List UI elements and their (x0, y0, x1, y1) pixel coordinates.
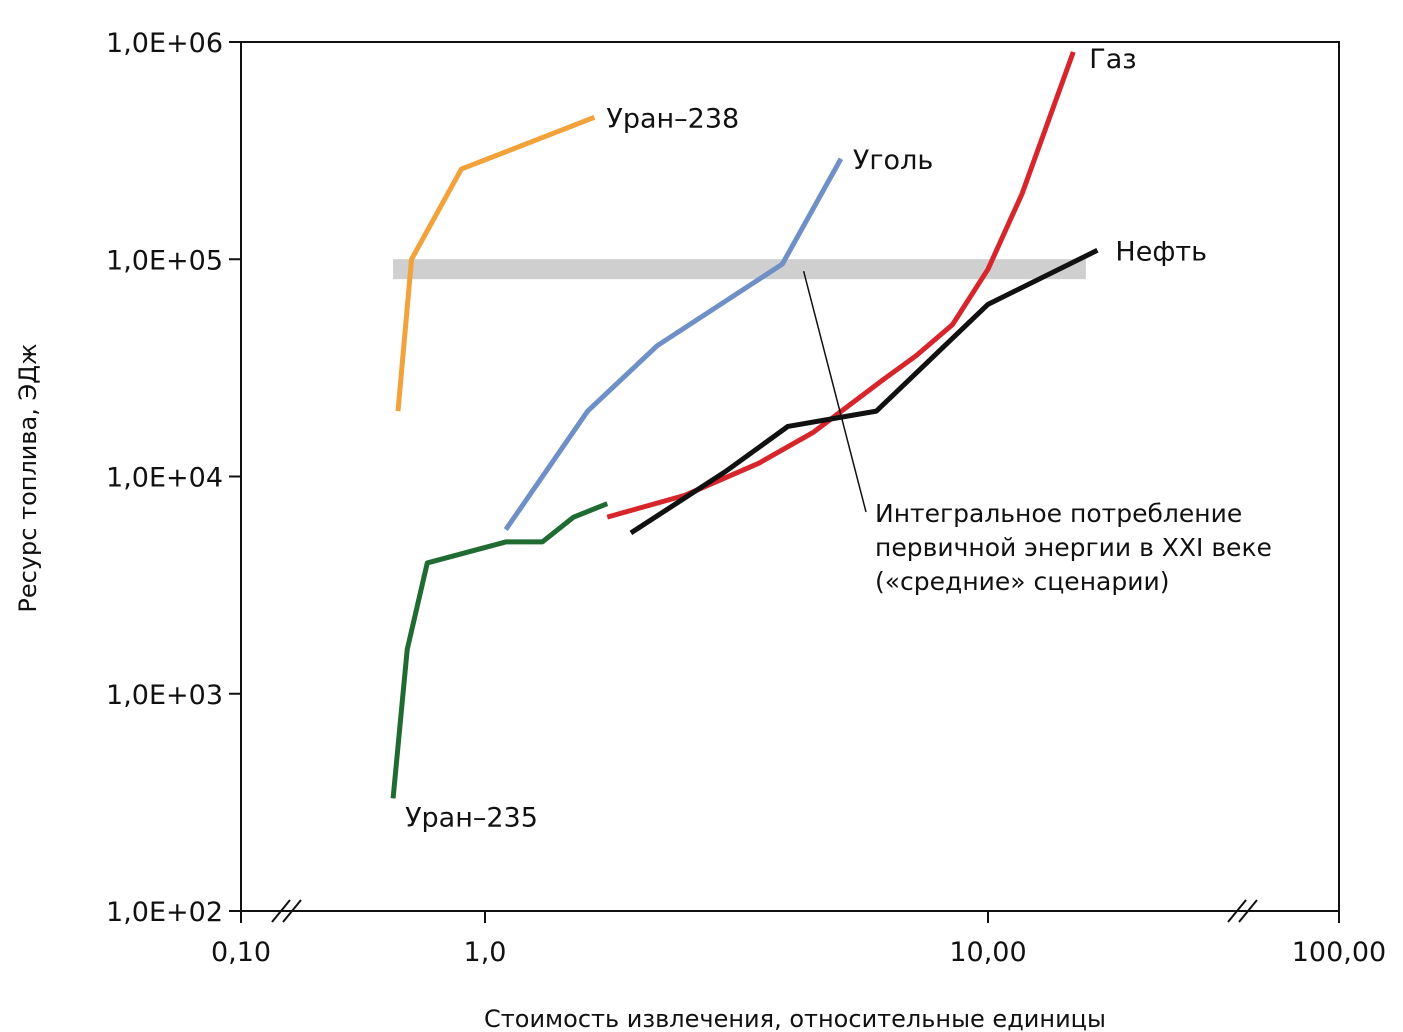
y-tick-label: 1,0E+03 (106, 680, 223, 711)
y-tick-label: 1,0E+06 (106, 28, 223, 59)
x-axis-ticks: 0,10 1,0 10,00 100,00 (211, 911, 1386, 968)
annotation-line-1: Интегральное потребление (875, 499, 1242, 528)
annotation-line-2: первичной энергии в XXI веке (875, 533, 1272, 562)
annotation-pointer (802, 271, 867, 513)
series-label-1: Уголь (853, 145, 933, 176)
y-tick-label: 1,0E+04 (106, 463, 223, 494)
series-line-2 (390, 501, 609, 799)
x-tick-label: 0,10 (211, 937, 271, 968)
series-label-2: Уран–235 (405, 802, 538, 833)
consumption-band (393, 259, 1086, 280)
series-labels: Уран–238 Уголь Уран–235 Газ Нефть (405, 44, 1207, 833)
series-label-0: Уран–238 (606, 103, 739, 134)
x-axis-break-right (1227, 899, 1258, 923)
x-tick-label: 1,0 (464, 937, 507, 968)
annotation-line-3: («средние» сценарии) (875, 567, 1169, 596)
series-label-3: Газ (1089, 44, 1136, 75)
series-lines (390, 51, 1099, 799)
y-tick-label: 1,0E+05 (106, 245, 223, 276)
x-axis-title: Стоимость извлечения, относительные един… (484, 1005, 1106, 1032)
series-line-3 (606, 51, 1076, 520)
y-axis-ticks: 1,0E+02 1,0E+03 1,0E+04 1,0E+05 1,0E+06 (106, 28, 241, 928)
y-tick-label: 1,0E+02 (106, 897, 223, 928)
series-line-4 (629, 248, 1099, 536)
x-tick-label: 10,00 (949, 937, 1026, 968)
x-tick-label: 100,00 (1292, 937, 1386, 968)
y-axis-title: Ресурс топлива, ЭДж (14, 343, 42, 612)
plot-frame (240, 41, 1340, 912)
x-axis-break-left (271, 899, 302, 923)
series-line-0 (395, 115, 596, 412)
series-label-4: Нефть (1115, 236, 1207, 267)
series-line-1 (503, 157, 844, 531)
